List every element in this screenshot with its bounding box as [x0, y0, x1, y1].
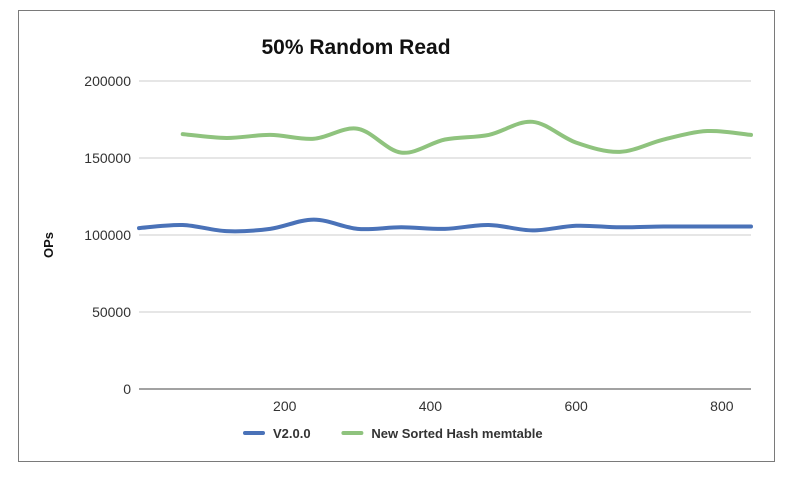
chart-title: 50% Random Read	[261, 36, 450, 59]
line-chart: 50% Random Read 0 50000 100000 150000 200000…	[41, 36, 753, 441]
series-line-0	[137, 217, 753, 234]
x-tick-label: 400	[419, 398, 443, 414]
series-line-1	[180, 119, 753, 155]
chart-container: 50% Random Read 0 50000 100000 150000 200000…	[18, 10, 775, 462]
y-tick-label: 0	[123, 381, 131, 397]
x-tick-label: 600	[564, 398, 588, 414]
legend-label: New Sorted Hash memtable	[371, 426, 542, 441]
legend: V2.0.0 New Sorted Hash memtable	[243, 426, 543, 441]
x-tick-label: 800	[710, 398, 734, 414]
gridlines	[139, 80, 751, 313]
y-tick-label: 50000	[92, 304, 131, 320]
y-axis-ticks: 0 50000 100000 150000 200000	[84, 73, 131, 397]
legend-label: V2.0.0	[273, 426, 311, 441]
x-tick-label: 200	[273, 398, 297, 414]
x-axis-ticks: 200 400 600 800	[273, 398, 734, 414]
series-lines	[137, 119, 753, 234]
y-tick-label: 150000	[84, 150, 131, 166]
y-axis-label: OPs	[41, 232, 56, 258]
y-tick-label: 200000	[84, 73, 131, 89]
y-tick-label: 100000	[84, 227, 131, 243]
